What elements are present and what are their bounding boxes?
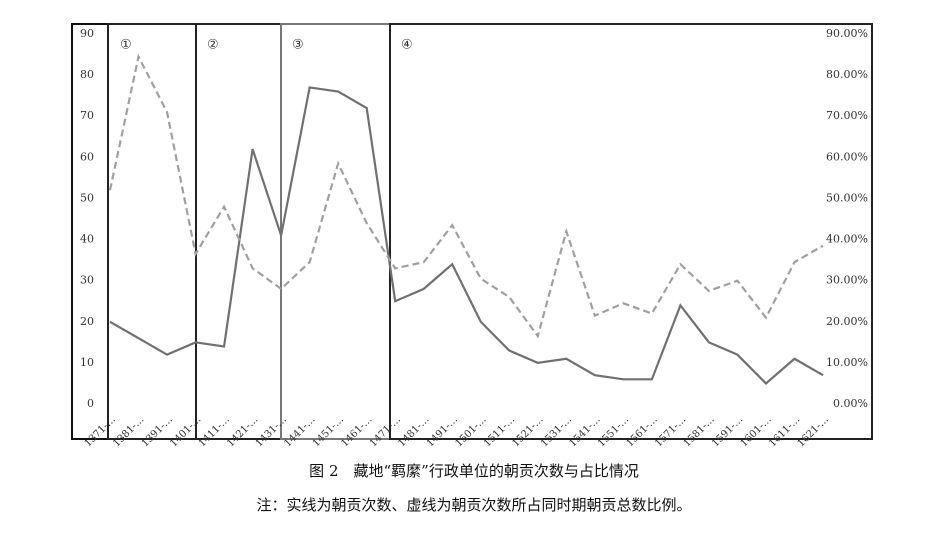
y2-tick-label: 40.00% (826, 233, 868, 246)
period-box (280, 23, 391, 440)
period-label: ④ (401, 38, 413, 53)
chart-title: 图 2 藏地“羁縻”行政单位的朝贡次数与占比情况 (309, 462, 639, 480)
y2-tick-label: 70.00% (826, 109, 868, 122)
y-tick-label: 80 (80, 68, 94, 81)
dashed-line (108, 53, 824, 339)
period-label: ③ (292, 38, 304, 53)
period-box (107, 23, 197, 440)
y2-tick-label: 50.00% (826, 191, 868, 204)
y-tick-label: 90 (80, 27, 94, 40)
y-tick-label: 70 (80, 109, 94, 122)
y2-tick-label: 60.00% (826, 150, 868, 163)
y2-tick-label: 30.00% (826, 274, 868, 287)
y-tick-label: 20 (80, 315, 94, 328)
chart-subtitle: 注：实线为朝贡次数、虚线为朝贡次数所占同时期朝贡总数比例。 (256, 496, 691, 514)
y2-tick-label: 80.00% (826, 68, 868, 81)
y2-tick-label: 10.00% (826, 356, 868, 369)
y2-tick-label: 90.00% (826, 27, 868, 40)
y-tick-label: 30 (80, 274, 94, 287)
y-tick-label: 0 (87, 397, 94, 410)
y-tick-label: 50 (80, 191, 94, 204)
x-tick-label: 1621-… (796, 414, 831, 449)
y2-tick-label: 20.00% (826, 315, 868, 328)
solid-line (109, 86, 824, 385)
y-tick-label: 10 (80, 356, 94, 369)
y-tick-label: 60 (80, 150, 94, 163)
y-tick-label: 40 (80, 233, 94, 246)
period-label: ① (120, 38, 132, 53)
y2-tick-label: 0.00% (833, 397, 868, 410)
period-label: ② (207, 38, 219, 53)
period-box (389, 23, 873, 440)
